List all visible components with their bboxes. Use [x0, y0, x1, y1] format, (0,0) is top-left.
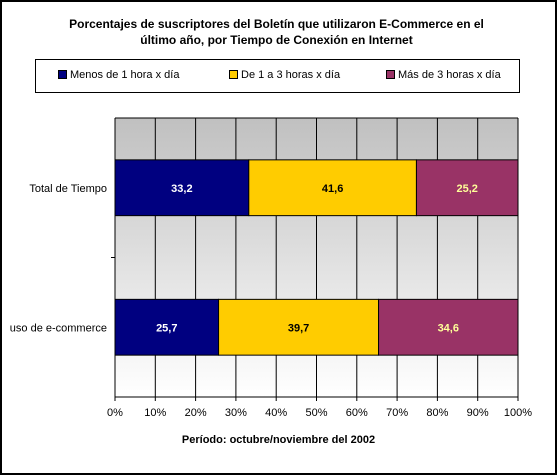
- data-label: 25,7: [156, 322, 177, 334]
- x-tick-label: 70%: [386, 407, 408, 419]
- legend: Menos de 1 hora x día De 1 a 3 horas x d…: [35, 59, 520, 93]
- data-label: 34,6: [438, 322, 459, 334]
- x-tick-label: 100%: [504, 407, 532, 419]
- chart-title-line-1: Porcentajes de suscriptores del Boletín …: [69, 17, 484, 31]
- data-label: 33,2: [171, 183, 192, 195]
- x-tick-label: 20%: [185, 407, 207, 419]
- data-label: 39,7: [288, 322, 309, 334]
- chart-title-line-2: último año, por Tiempo de Conexión en In…: [140, 33, 413, 47]
- bar-segment: [218, 298, 380, 356]
- legend-swatch-mas-3-horas: [386, 69, 395, 79]
- legend-swatch-1-a-3-horas: [229, 69, 238, 79]
- x-tick-label: 50%: [305, 407, 327, 419]
- bar-segment: [114, 159, 250, 217]
- legend-label-mas-3-horas: Más de 3 horas x día: [398, 69, 501, 81]
- legend-item-menos-1-hora: Menos de 1 hora x día: [58, 69, 179, 81]
- x-tick-label: 10%: [144, 407, 166, 419]
- legend-swatch-menos-1-hora: [58, 69, 67, 79]
- axes: 0% 10% 20% 30% 40% 50% 60% 70% 80% 90% 100% Total d…: [10, 118, 532, 419]
- x-tick-label: 0%: [107, 407, 123, 419]
- x-tick-label: 60%: [346, 407, 368, 419]
- data-label: 25,2: [457, 183, 478, 195]
- bar-segment: [248, 159, 417, 217]
- bars: 33,2 41,6 25,2 25,7 39,7 34,6: [114, 159, 519, 356]
- bar-segment: [114, 298, 220, 356]
- x-tick-label: 30%: [225, 407, 247, 419]
- data-label: 41,6: [322, 183, 343, 195]
- legend-label-1-a-3-horas: De 1 a 3 horas x día: [241, 69, 341, 81]
- legend-item-mas-3-horas: Más de 3 horas x día: [386, 69, 501, 81]
- x-tick-label: 90%: [467, 407, 489, 419]
- bar-segment: [415, 159, 519, 217]
- legend-label-menos-1-hora: Menos de 1 hora x día: [70, 69, 180, 81]
- bar-segment: [378, 298, 519, 356]
- category-label: Total de Tiempo: [29, 183, 107, 195]
- chart-title: Porcentajes de suscriptores del Boletín …: [0, 16, 553, 48]
- x-tick-label: 80%: [426, 407, 448, 419]
- legend-item-1-a-3-horas: De 1 a 3 horas x día: [229, 69, 340, 81]
- category-label: uso de e-commerce: [10, 322, 107, 334]
- x-axis-title: Período: octubre/noviembre del 2002: [181, 434, 376, 446]
- x-tick-label: 40%: [265, 407, 287, 419]
